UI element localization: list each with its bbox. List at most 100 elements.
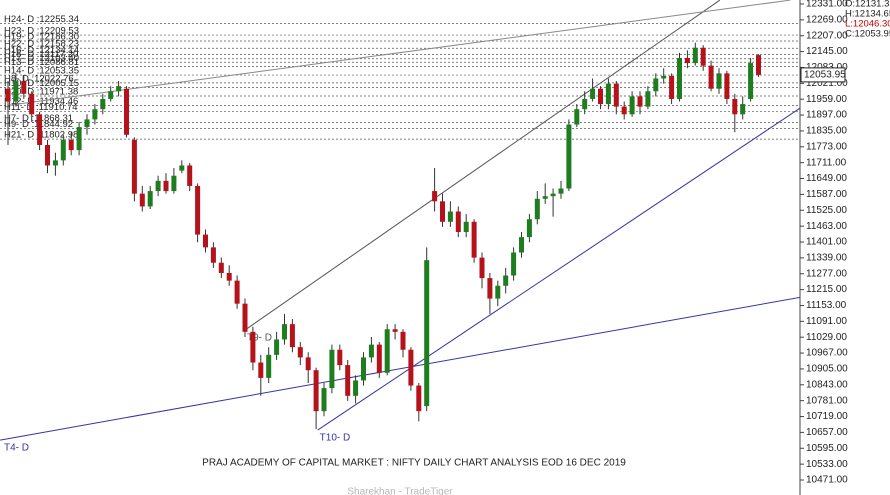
candle-body [100,98,106,110]
level-label: H22- D :12158.23 [4,39,79,50]
y-tick-label: 12145.00 [806,46,848,57]
candle-body [147,191,153,207]
candle-body [613,83,619,107]
candle-body [605,83,611,105]
candle-body [534,198,540,220]
candle-body [266,354,272,378]
y-tick-label: 10967.00 [806,348,848,359]
y-tick-label: 11215.00 [806,284,847,295]
candle-body [542,196,548,199]
candle-body [526,219,532,238]
candle-body [250,331,256,363]
candle-body [447,211,453,222]
candle-body [353,380,359,396]
candle-body [384,329,390,373]
candle-body [258,362,264,378]
y-tick-label: 11463.00 [806,221,847,232]
candle-body [226,272,232,281]
candle-body [210,247,216,263]
candle-body [432,191,438,202]
candle-body [282,324,287,340]
level-label: H11- D :11910.74 [4,102,78,113]
candle-body [471,221,477,258]
y-tick-label: 11339.00 [806,253,847,264]
y-tick-label: 11091.00 [806,316,847,327]
y-tick-label: 11959.00 [806,94,847,105]
candle-body [329,349,335,389]
trendline-label: T9- D [247,333,272,344]
candle-body [487,278,493,299]
level-label: H16- D :12134.14 [4,45,79,56]
y-tick-label: 12021.00 [806,78,848,89]
candle-body [692,47,698,64]
candle-body [218,262,224,273]
candle-body [716,73,722,89]
candle-body [756,55,761,75]
candle-body [724,73,730,99]
candle-body [242,303,248,332]
candle-body [479,257,485,279]
y-tick-label: 11711.00 [806,157,847,168]
candle-body [440,201,445,222]
candle-body [503,275,509,286]
last-price-box [800,67,846,83]
candle-body [590,88,596,99]
level-label: H19- D :12186.30 [4,32,79,43]
candle-body [684,57,690,64]
level-label: H14- D :12053.35 [4,66,79,77]
candle-body [108,91,114,99]
candle-body [155,180,161,192]
level-label: H12- D :11934.46 [4,96,78,107]
trendline [317,107,800,431]
y-tick-label: 10595.00 [806,443,848,454]
y-tick-label: 11401.00 [806,237,847,248]
watermark: Sharekhan - TradeTiger [347,487,453,495]
candle-body [558,188,564,194]
trendline [9,0,791,106]
candle-body [637,96,643,107]
candle-body [732,98,738,115]
y-tick-label: 10471.00 [806,475,848,486]
candle-body [669,75,675,99]
candle-body [45,145,50,166]
y-tick-label: 10781.00 [806,395,848,406]
candle-body [76,127,82,151]
candle-body [416,385,422,412]
level-label: H17- D :12103.40 [4,53,79,64]
candle-body [139,193,145,207]
candle-body [621,106,627,115]
candle-body [234,280,240,304]
candle-body [29,93,35,115]
level-label: H23- D :12209.53 [4,26,79,37]
y-tick-label: 10905.00 [806,364,848,375]
candle-body [700,47,706,66]
trendline-label: T10- D [320,433,351,444]
ohlc-readout: L:12046.30 [845,19,890,30]
candle-body [274,339,280,355]
candle-body [574,109,580,125]
candle-body [131,139,137,194]
y-tick-label: 12331.00 [806,0,848,10]
candle-body [297,347,303,358]
chart-title: PRAJ ACADEMY OF CAPITAL MARKET : NIFTY D… [202,458,626,469]
candle-body [187,165,193,186]
candle-body [60,139,66,161]
level-label: H10- D :12005.15 [4,78,79,89]
candle-body [653,78,659,92]
level-label: H15- D :12117.20 [4,49,78,60]
candle-body [313,370,319,412]
ohlc-readout: C:12053.95 [845,29,890,40]
candle-body [368,344,374,358]
level-label: H20- D :11971.38 [4,87,78,98]
level-label: H24- D :12255.34 [4,14,79,25]
candle-body [400,331,406,350]
candle-body [392,329,398,332]
y-tick-label: 11649.00 [806,173,847,184]
ohlc-readout: H:12134.65 [845,9,890,20]
last-price-label: 12053.95 [804,70,846,81]
y-tick-label: 11773.00 [806,141,847,152]
candle-body [163,180,169,192]
trendline-label: T4- D [4,443,29,454]
candle-body [740,104,746,115]
